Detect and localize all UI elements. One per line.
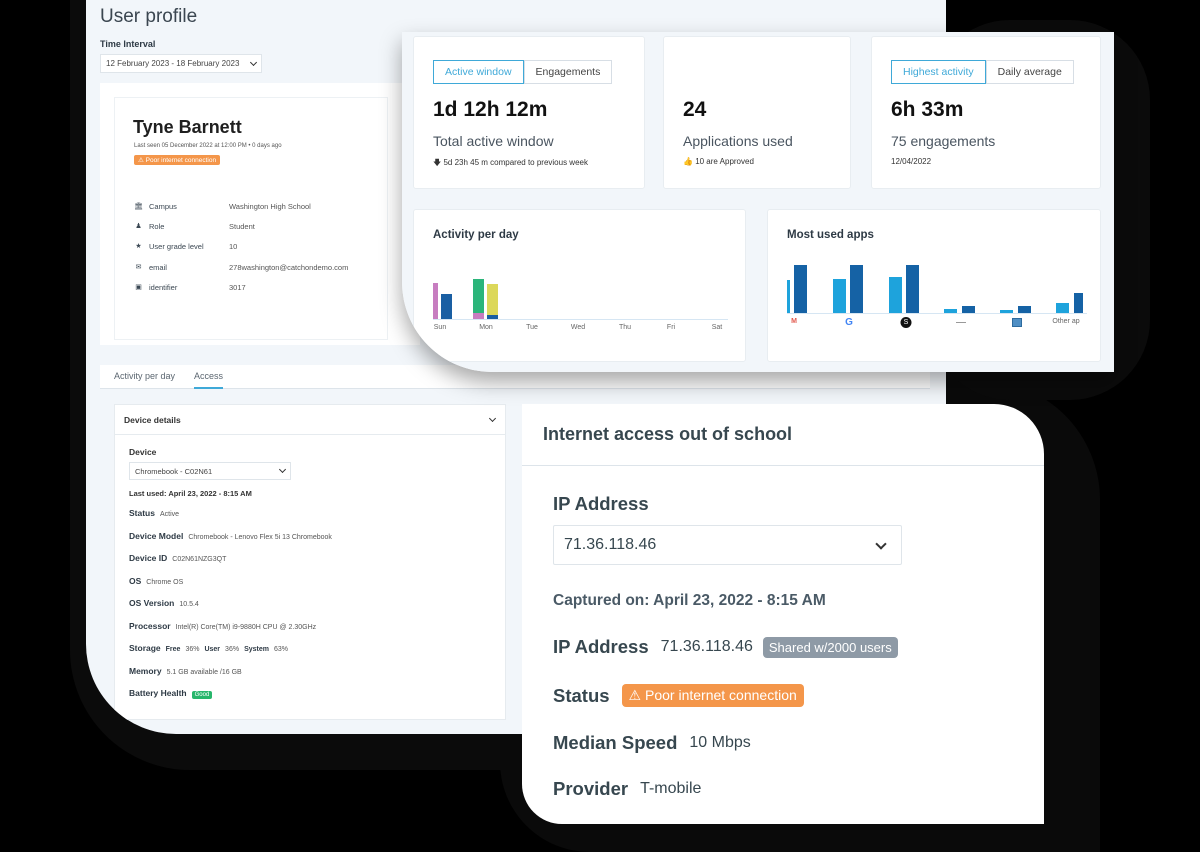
spec-os: OS Chrome OS — [129, 575, 184, 586]
info-row-campus: 🏛 Campus Washington High School — [134, 201, 311, 211]
status-badge: ⚠ Poor internet connection — [134, 155, 221, 165]
arrow-down-icon: 🡇 — [433, 158, 444, 167]
device-label: Device — [129, 447, 157, 457]
spec-processor: Processor Intel(R) Core(TM) i9-9880H CPU … — [129, 620, 317, 631]
building-icon: 🏛 — [134, 202, 143, 210]
segmented-control: Active window Engagements — [433, 60, 613, 84]
chevron-down-icon — [249, 58, 258, 66]
stat-note: 🡇 5d 23h 45 m compared to previous week — [433, 158, 588, 167]
info-row-email: ✉ email 278washington@catchondemo.com — [135, 262, 349, 272]
stat-note: 12/04/2022 — [891, 157, 932, 166]
seg-highest-activity[interactable]: Highest activity — [891, 60, 986, 84]
stat-value: 1d 12h 12m — [433, 98, 548, 121]
gmail-icon: M — [791, 318, 797, 325]
chevron-down-icon[interactable] — [488, 414, 497, 422]
bar — [473, 279, 484, 319]
plot-area — [433, 256, 728, 319]
graduation-cap-icon: ★ — [135, 243, 142, 251]
bar — [487, 284, 498, 319]
last-used: Last used: April 23, 2022 - 8:15 AM — [129, 489, 252, 498]
x-axis — [787, 313, 1087, 314]
app-logo-icon — [956, 320, 966, 323]
plot-area — [787, 260, 1087, 313]
stats-overlay: Active window Engagements 1d 12h 12m Tot… — [402, 32, 1114, 372]
time-interval-label: Time Interval — [100, 39, 156, 49]
ip-address-label: IP Address — [553, 493, 649, 514]
device-details-header[interactable]: Device details — [115, 405, 505, 435]
spec-storage: Storage Free 36% User 36% System 63% — [129, 643, 288, 653]
stat-label: Applications used — [683, 133, 793, 149]
bar — [433, 283, 438, 319]
chevron-down-icon — [875, 537, 887, 550]
thumbs-up-icon: 👍 — [683, 157, 696, 166]
spec-status: Status Active — [129, 508, 180, 518]
stat-label: Total active window — [433, 133, 554, 149]
person-icon: ♟ — [135, 222, 142, 230]
internet-access-card: Internet access out of school IP Address… — [522, 404, 1044, 824]
segmented-control: Highest activity Daily average — [891, 60, 1074, 84]
most-used-apps-chart: Most used apps M G — [767, 209, 1101, 362]
time-interval-select[interactable]: 12 February 2023 - 18 February 2023 — [100, 54, 262, 73]
ip-address-row: IP Address 71.36.118.46 Shared w/2000 us… — [553, 636, 898, 658]
device-select[interactable]: Chromebook - C02N61 — [129, 462, 291, 480]
spec-device-id: Device ID C02N61NZG3QT — [129, 553, 227, 563]
seg-active-window[interactable]: Active window — [433, 60, 524, 84]
spec-model: Device Model Chromebook - Lenovo Flex 5i … — [129, 530, 332, 541]
stat-value: 24 — [683, 98, 707, 121]
shared-badge: Shared w/2000 users — [762, 636, 898, 658]
seg-daily-average[interactable]: Daily average — [985, 60, 1074, 84]
time-interval-value: 12 February 2023 - 18 February 2023 — [106, 59, 240, 68]
info-list: 🏛 Campus Washington High School ♟ Role S… — [134, 196, 348, 297]
highest-activity-card: Highest activity Daily average 6h 33m 75… — [871, 36, 1101, 189]
chart-title: Most used apps — [787, 229, 874, 241]
spec-memory: Memory 5.1 GB available /16 GB — [129, 665, 242, 676]
battery-badge: Good — [191, 691, 213, 699]
spec-os-version: OS Version 10.5.4 — [129, 598, 199, 608]
profile-card: Tyne Barnett Last seen 05 December 2022 … — [114, 97, 388, 340]
card-title: Internet access out of school — [522, 404, 1044, 466]
active-window-card: Active window Engagements 1d 12h 12m Tot… — [413, 36, 645, 189]
provider-row: Provider T-mobile — [553, 778, 702, 799]
user-name: Tyne Barnett — [133, 117, 242, 137]
envelope-icon: ✉ — [135, 263, 142, 271]
warning-icon: ⚠ — [628, 687, 645, 703]
status-row: Status ⚠ Poor internet connection — [553, 684, 804, 707]
captured-on: Captured on: April 23, 2022 - 8:15 AM — [553, 592, 826, 609]
chevron-down-icon — [278, 465, 287, 474]
chart-title: Activity per day — [433, 229, 519, 241]
tab-activity-per-day[interactable]: Activity per day — [114, 371, 176, 381]
ip-address-select[interactable]: 71.36.118.46 — [553, 525, 902, 565]
x-axis — [433, 319, 728, 320]
info-row-identifier: ▣ identifier 3017 — [135, 282, 246, 292]
median-speed-row: Median Speed 10 Mbps — [553, 732, 751, 753]
stat-label: 75 engagements — [891, 133, 996, 149]
tab-access[interactable]: Access — [194, 371, 224, 389]
apps-used-card: 24 Applications used 👍 10 are Approved — [663, 36, 851, 189]
profile-section: Tyne Barnett Last seen 05 December 2022 … — [100, 83, 420, 345]
page-title: User profile — [100, 6, 198, 27]
stat-value: 6h 33m — [891, 98, 964, 121]
app-logo-icon — [1012, 318, 1022, 327]
schoology-icon: S — [900, 317, 912, 328]
info-row-role: ♟ Role Student — [135, 221, 255, 231]
device-details-card: Device details Device Chromebook - C02N6… — [114, 404, 506, 720]
info-row-grade: ★ User grade level 10 — [135, 242, 238, 252]
bar — [441, 294, 452, 319]
id-card-icon: ▣ — [135, 283, 142, 291]
google-icon: G — [845, 317, 853, 328]
status-badge: ⚠ Poor internet connection — [621, 684, 804, 707]
activity-per-day-chart: Activity per day Sun Mon Tue Wed Thu Fri… — [413, 209, 746, 362]
last-seen: Last seen 05 December 2022 at 12:00 PM •… — [134, 143, 282, 149]
spec-battery: Battery Health Good — [129, 678, 491, 701]
stat-note: 👍 10 are Approved — [683, 157, 754, 166]
seg-engagements[interactable]: Engagements — [523, 60, 613, 84]
warning-icon: ⚠ — [138, 157, 146, 164]
